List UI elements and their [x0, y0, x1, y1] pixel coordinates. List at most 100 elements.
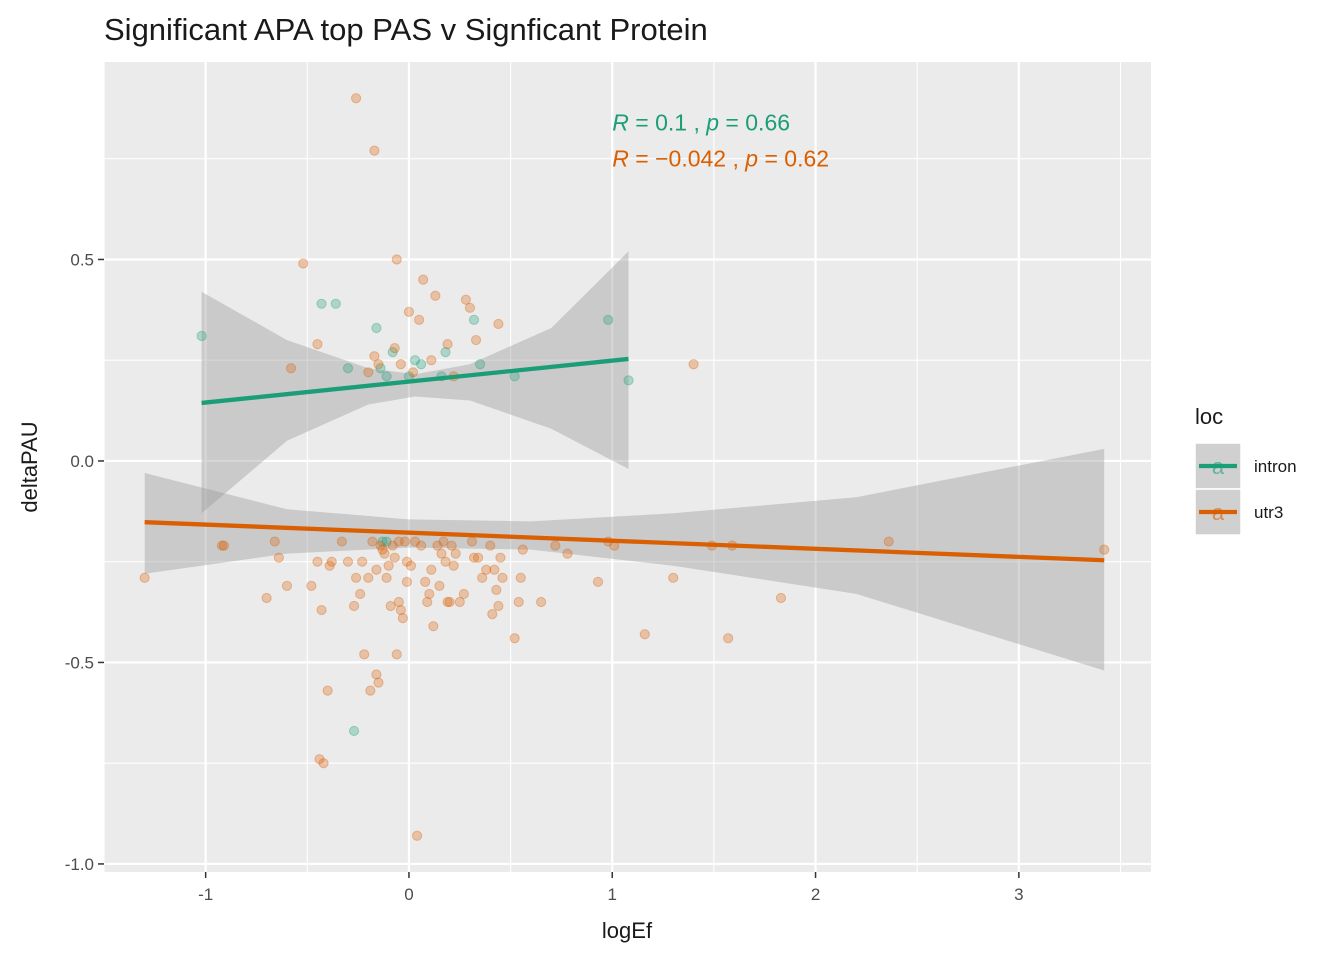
utr3-point — [414, 314, 425, 326]
utr3-point — [411, 830, 423, 841]
utr3-point — [375, 540, 386, 551]
utr3-point — [497, 572, 508, 583]
x-tick-label: 3 — [1014, 885, 1023, 904]
intron-point — [623, 375, 634, 386]
utr3-point — [440, 556, 451, 567]
utr3-point — [139, 572, 150, 583]
utr3-point — [373, 677, 384, 688]
utr3-point — [436, 548, 447, 559]
utr3-point — [489, 564, 500, 575]
intron-point — [603, 314, 614, 326]
utr3-point — [409, 536, 421, 547]
utr3-point — [342, 556, 354, 567]
legend-key-glyph-utr3: a — [1212, 500, 1225, 525]
utr3-point — [383, 560, 394, 571]
utr3-point — [668, 572, 679, 583]
y-tick-label: -0.5 — [65, 653, 94, 672]
utr3-point — [775, 592, 787, 604]
utr3-point — [359, 649, 370, 660]
intron-point — [196, 330, 207, 342]
legend-title: loc — [1195, 404, 1223, 429]
utr3-point — [350, 572, 362, 583]
utr3-point — [401, 576, 413, 587]
intron-point — [381, 371, 392, 382]
x-axis-title: logEf — [602, 918, 653, 943]
utr3-point — [430, 290, 441, 301]
utr3-point — [403, 306, 415, 317]
utr3-point — [438, 536, 449, 547]
regression-lines — [144, 356, 1105, 563]
utr3-point — [493, 318, 504, 330]
utr3-point — [487, 608, 498, 620]
utr3-point — [444, 596, 455, 608]
utr3-point — [373, 359, 384, 370]
utr3-point — [428, 621, 439, 632]
intron-point — [468, 314, 480, 326]
x-tick-label: -1 — [198, 885, 213, 904]
utr3-point — [298, 258, 309, 269]
utr3-confidence-band — [144, 448, 1105, 671]
utr3-point — [363, 572, 374, 583]
utr3-point — [493, 600, 504, 612]
utr3-point — [434, 580, 445, 591]
utr3-point — [389, 343, 400, 354]
x-tick-label: 1 — [608, 885, 617, 904]
utr3-point — [458, 588, 469, 600]
y-axis-ticks: -1.0 -0.5 0.0 0.5 — [65, 250, 104, 874]
utr3-point — [491, 584, 502, 596]
x-axis-ticks: -1 0 1 2 3 — [198, 872, 1024, 904]
utr3-point — [454, 596, 465, 608]
utr3-point — [381, 572, 392, 583]
utr3-point — [1099, 544, 1110, 555]
utr3-point — [395, 604, 406, 616]
utr3-point — [314, 754, 325, 765]
utr3-point — [393, 536, 404, 547]
utr3-point — [218, 540, 230, 551]
utr3-point — [460, 294, 471, 305]
utr3-point — [281, 580, 293, 591]
utr3-point — [371, 564, 382, 575]
utr3-point — [285, 363, 297, 374]
utr3-point — [261, 592, 272, 604]
x-tick-label: 0 — [404, 885, 413, 904]
intron-point — [348, 725, 360, 737]
utr3-point — [377, 544, 388, 555]
utr3-point — [324, 560, 335, 571]
minor-gridlines — [103, 62, 1151, 872]
utr3-point — [639, 629, 650, 640]
legend-key-glyph-intron: a — [1212, 454, 1225, 479]
utr3-point — [397, 613, 408, 624]
y-axis-title: deltaPAU — [17, 421, 42, 512]
utr3-point — [365, 685, 376, 696]
utr3-point — [426, 564, 437, 575]
utr3-point — [517, 544, 528, 555]
utr3-point — [391, 649, 402, 660]
utr3-point — [389, 552, 400, 563]
utr3-point — [420, 576, 431, 587]
legend-label-utr3: utr3 — [1254, 503, 1283, 522]
utr3-point — [515, 572, 526, 583]
utr3-point — [363, 367, 374, 378]
utr3-point — [485, 540, 496, 551]
intron-point — [371, 322, 382, 334]
utr3-point — [385, 600, 396, 612]
utr3-point — [269, 536, 280, 547]
intron-point — [475, 359, 486, 370]
utr3-point — [550, 540, 561, 551]
utr3-point — [387, 540, 398, 551]
intron-point — [330, 298, 341, 309]
utr3-point — [316, 604, 327, 616]
data-points — [139, 93, 1110, 841]
utr3-point — [416, 540, 427, 551]
utr3-point — [442, 338, 453, 350]
utr3-point — [393, 596, 404, 608]
utr3-point — [562, 548, 573, 559]
correlation-annotations: R = 0.1 , p = 0.66 R = −0.042 , p = 0.62 — [612, 109, 829, 171]
utr3-point — [369, 145, 380, 156]
intron-regression-line — [201, 356, 629, 406]
intron-point — [381, 536, 392, 547]
utr3-point — [448, 560, 459, 571]
utr3-point — [407, 367, 419, 378]
utr3-point — [418, 274, 429, 285]
